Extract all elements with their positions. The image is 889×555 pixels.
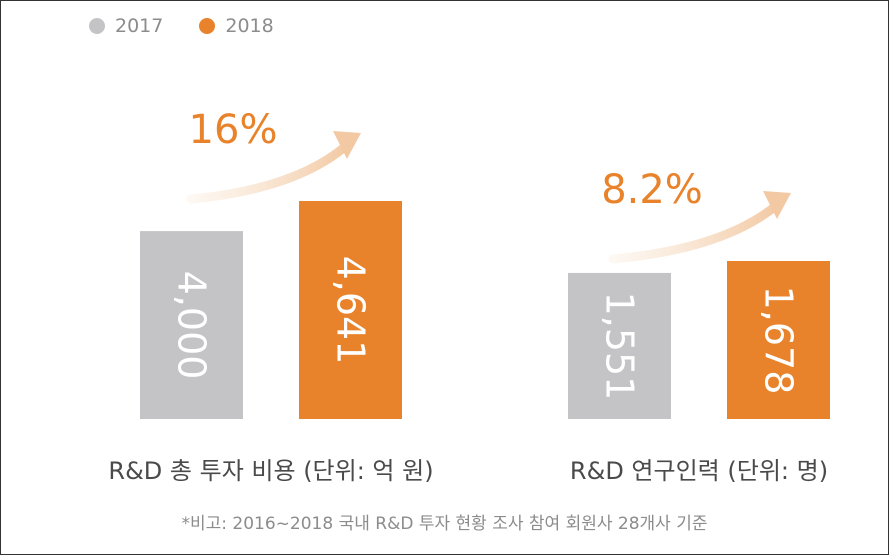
growth-arrow [608, 200, 782, 264]
bar-value-label: 1,678 [757, 286, 801, 395]
chart-title: R&D 연구인력 (단위: 명) [570, 457, 828, 485]
bar-2017-g1 [568, 272, 671, 419]
growth-label: 8.2% [601, 167, 703, 213]
legend-swatch-2017 [89, 18, 105, 34]
bar-2018-g1 [727, 261, 830, 419]
bar-2018-g0 [299, 201, 402, 419]
legend-label-2018: 2018 [225, 15, 274, 37]
growth-arrow-head [333, 131, 361, 159]
growth-arrow [186, 140, 352, 204]
growth-arrow-head [763, 191, 791, 219]
bar-value-label: 1,551 [598, 292, 642, 401]
growth-label: 16% [189, 107, 278, 153]
legend-swatch-2018 [199, 18, 216, 34]
bar-value-label: 4,000 [170, 271, 214, 380]
legend: 2017 2018 [89, 15, 274, 37]
legend-item-2017: 2017 [89, 15, 163, 37]
bar-2017-g0 [140, 231, 243, 419]
legend-label-2017: 2017 [115, 15, 164, 37]
legend-item-2018: 2018 [199, 15, 274, 37]
chart-title: R&D 총 투자 비용 (단위: 억 원) [108, 457, 433, 485]
bar-value-label: 4,641 [329, 256, 373, 365]
footnote: *비고: 2016~2018 국내 R&D 투자 현황 조사 참여 회원사 28… [181, 514, 708, 534]
